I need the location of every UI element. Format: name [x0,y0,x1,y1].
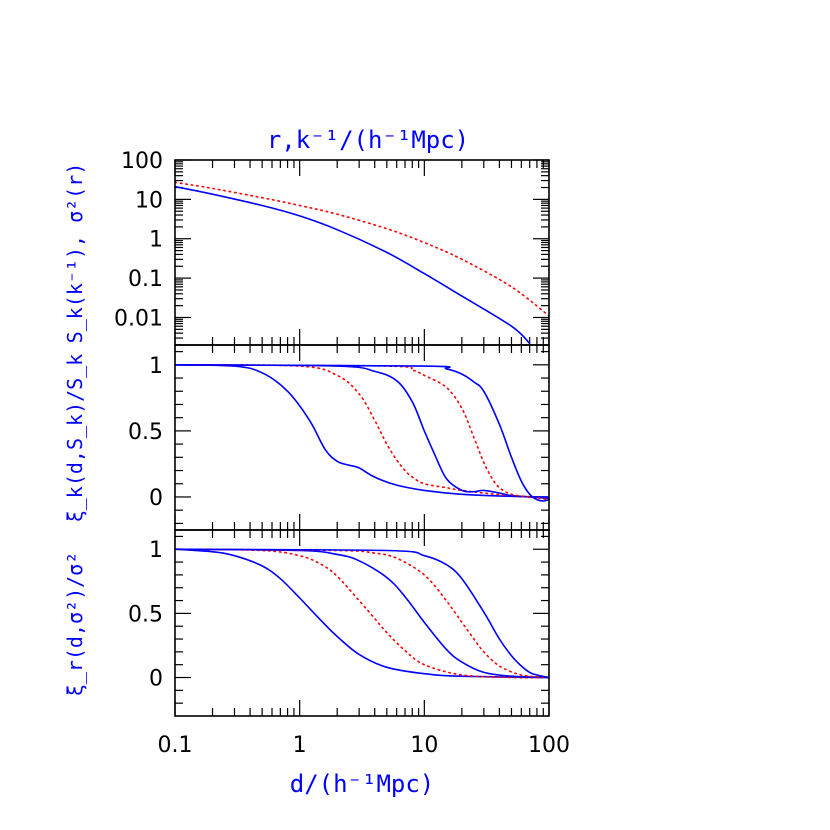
bottom-panel-xtick-labels: 0.1 1 10 100 [158,733,571,758]
bottom-series-4-dotted-line [175,548,549,679]
bottom-series-2-dotted-line [175,548,549,679]
y-tick-label: 1 [149,228,163,253]
top-panel-ylabel: S_k(k⁻¹), σ²(r) [63,163,87,344]
middle-panel-curves [175,364,549,502]
middle-series-5-solid-line [175,364,549,502]
top-series-2-dotted-line [175,181,549,317]
y-tick-label: 1 [149,354,163,379]
top-axis-title: r,k⁻¹/(h⁻¹Mpc) [267,126,469,154]
middle-series-4-dotted-line [175,364,549,501]
bottom-series-1-solid-line [175,548,549,679]
y-tick-label: 0.01 [114,306,163,331]
y-tick-label: 0.1 [128,267,163,292]
top-panel-ticks [174,159,550,346]
x-tick-label: 0.1 [158,733,193,758]
middle-series-1-solid-line [175,364,549,498]
bottom-panel-ylabel: ξ_r(d,σ²)/σ² [63,552,87,697]
bottom-panel-ticks [174,530,550,716]
y-tick-label: 10 [135,188,163,213]
bottom-series-5-solid-line [175,548,549,679]
middle-panel-ytick-labels: 10.50 [128,354,163,511]
top-panel: 100 10 1 0.1 0.01 [114,149,550,346]
bottom-series-3-solid-line [175,548,549,679]
y-tick-label: 100 [121,149,163,174]
bottom-panel-curves [175,548,549,679]
bottom-panel: 10.50 0.1 1 10 100 [128,529,571,758]
middle-panel-ylabel: ξ_k(d,S_k)/S_k [63,354,87,523]
middle-series-3-solid-line [175,364,549,500]
bottom-panel-frame [174,529,550,717]
y-tick-label: 1 [149,538,163,563]
x-tick-label: 100 [528,733,570,758]
bottom-panel-ytick-labels: 10.50 [128,538,163,691]
x-tick-label: 10 [410,733,438,758]
bottom-axis-title: d/(h⁻¹Mpc) [290,770,435,798]
y-tick-label: 0 [149,667,163,692]
y-tick-label: 0 [149,486,163,511]
top-panel-curves [175,181,549,344]
x-tick-label: 1 [293,733,307,758]
top-series-1-solid-line [175,185,531,344]
y-tick-label: 0.5 [128,602,163,627]
middle-panel: 10.50 [128,344,550,531]
y-tick-label: 0.5 [128,420,163,445]
top-panel-ytick-labels: 100 10 1 0.1 0.01 [114,149,163,331]
